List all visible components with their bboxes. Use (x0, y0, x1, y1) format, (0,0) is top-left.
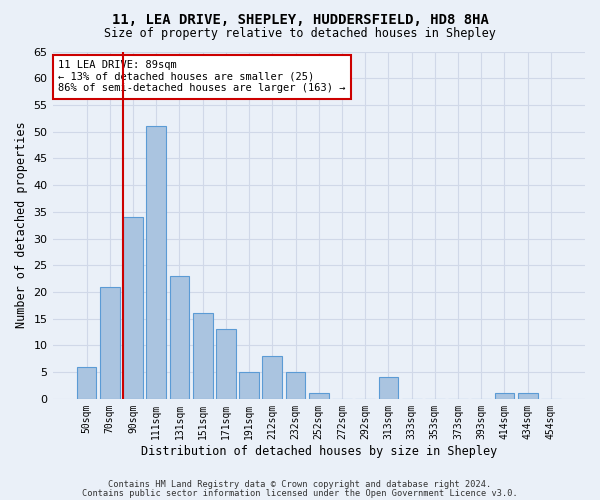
Bar (146, 126, 166, 399)
Bar (77, 367, 97, 399)
Text: 11, LEA DRIVE, SHEPLEY, HUDDERSFIELD, HD8 8HA: 11, LEA DRIVE, SHEPLEY, HUDDERSFIELD, HD… (112, 12, 488, 26)
Bar (239, 372, 259, 399)
Bar (494, 394, 514, 399)
Bar (216, 330, 236, 399)
Bar (123, 217, 143, 399)
Bar (170, 276, 190, 399)
Bar (379, 378, 398, 399)
Bar (518, 394, 538, 399)
Bar (262, 356, 282, 399)
Y-axis label: Number of detached properties: Number of detached properties (15, 122, 28, 328)
Bar (286, 372, 305, 399)
Bar (309, 394, 329, 399)
Text: Contains public sector information licensed under the Open Government Licence v3: Contains public sector information licen… (82, 488, 518, 498)
Bar (193, 314, 212, 399)
Text: Contains HM Land Registry data © Crown copyright and database right 2024.: Contains HM Land Registry data © Crown c… (109, 480, 491, 489)
Text: 11 LEA DRIVE: 89sqm
← 13% of detached houses are smaller (25)
86% of semi-detach: 11 LEA DRIVE: 89sqm ← 13% of detached ho… (58, 60, 346, 94)
Text: Size of property relative to detached houses in Shepley: Size of property relative to detached ho… (104, 28, 496, 40)
Bar (100, 286, 119, 399)
X-axis label: Distribution of detached houses by size in Shepley: Distribution of detached houses by size … (140, 444, 497, 458)
